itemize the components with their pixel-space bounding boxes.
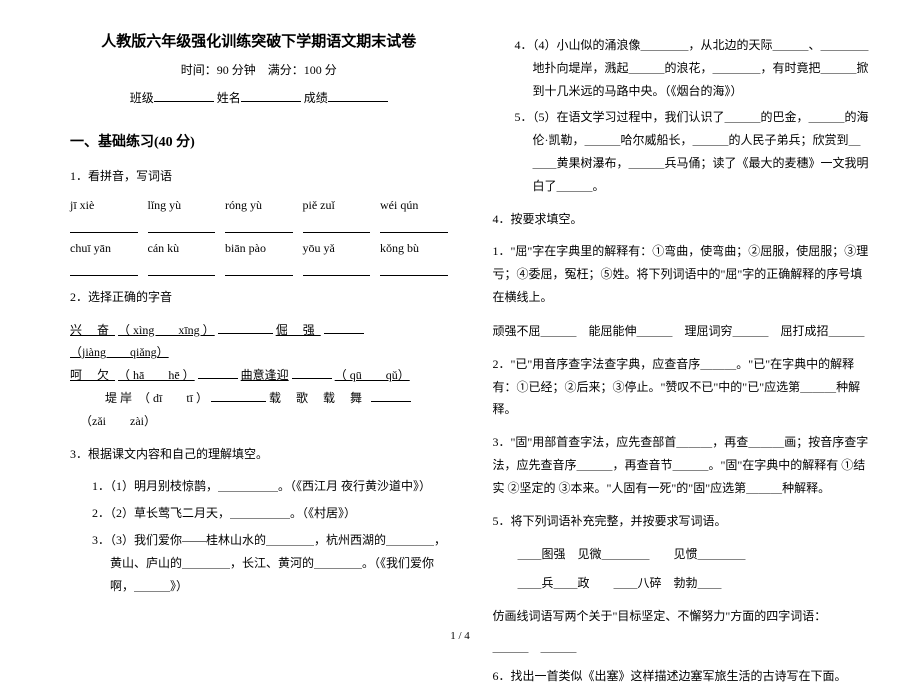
q5-row2: ＿＿兵＿＿政 ＿＿八碎 勃勃＿＿ xyxy=(493,571,871,595)
q5-text: 5．将下列词语补充完整，并按要求写词语。 xyxy=(493,510,871,533)
q3-content: （3）我们爱你——桂林山水的＿＿＿＿，杭州西湖的＿＿＿＿，黄山、庐山的＿＿＿＿，… xyxy=(110,533,446,593)
q4-1: 1．"屈"字在字典里的解释有：①弯曲，使弯曲；②屈服，使屈服；③理亏；④委屈，冤… xyxy=(493,240,871,308)
q2-word: 兴 奋 xyxy=(70,323,115,337)
q2-choices: （jiàng qiǎng） xyxy=(70,345,169,359)
q3-item-4: 4．（4）小山似的涌浪像＿＿＿＿，从北边的天际＿＿＿、＿＿＿＿地扑向堤岸，溅起＿… xyxy=(493,34,871,102)
left-column: 人教版六年级强化训练突破下学期语文期末试卷 时间：90 分钟 满分：100 分 … xyxy=(70,30,448,640)
name-label: 姓名 xyxy=(217,91,241,105)
q1-blank-row1 xyxy=(70,219,448,233)
q2-text: 2．选择正确的字音 xyxy=(70,286,448,309)
q5-row1: ＿＿图强 见微＿＿＿＿ 见惯＿＿＿＿ xyxy=(493,542,871,566)
section-1-heading: 一、基础练习(40 分) xyxy=(70,131,448,151)
class-label: 班级 xyxy=(130,91,154,105)
right-column: 4．（4）小山似的涌浪像＿＿＿＿，从北边的天际＿＿＿、＿＿＿＿地扑向堤岸，溅起＿… xyxy=(493,30,871,640)
q1-pinyin-row2: chuī yān cán kù biān pào yōu yǎ kǒng bù xyxy=(70,241,448,256)
pinyin-cell: wéi qún xyxy=(380,198,448,213)
exam-subtitle: 时间：90 分钟 满分：100 分 xyxy=(70,61,448,78)
q1-blank-row2 xyxy=(70,262,448,276)
pinyin-cell: kǒng bù xyxy=(380,241,448,256)
q2-choices: （ qū qǔ） xyxy=(335,368,410,382)
pinyin-cell: cán kù xyxy=(148,241,216,256)
q3-item-2: 2．（2）草长莺飞二月天，＿＿＿＿＿。（《村居》） xyxy=(70,502,448,525)
q2-choices: （ hā hē ） xyxy=(118,368,195,382)
q1-text: 1．看拼音，写词语 xyxy=(70,165,448,188)
q2-word: 堤 岸 （ dī tī ） xyxy=(105,391,208,405)
pinyin-cell: piě zuǐ xyxy=(303,198,371,213)
q2-line3: 呵 欠 （ hā hē ） 曲意逢迎 （ qū qǔ） xyxy=(70,364,448,387)
score-label: 成绩 xyxy=(304,91,328,105)
q3-item-1: 1．（1）明月别枝惊鹊，＿＿＿＿＿。（《西江月 夜行黄沙道中》） xyxy=(70,475,448,498)
q4-3: 3．"固"用部首查字法，应先查部首＿＿＿，再查＿＿＿画；按音序查字法，应先查音序… xyxy=(493,431,871,499)
q2-word: 倔 强 xyxy=(276,323,321,337)
exam-title: 人教版六年级强化训练突破下学期语文期末试卷 xyxy=(70,30,448,51)
q2-choices: （ xìng xīng ） xyxy=(118,323,215,337)
student-info-line: 班级 姓名 成绩 xyxy=(70,88,448,106)
q1-pinyin-row1: jī xiè lǐng yù róng yù piě zuǐ wéi qún xyxy=(70,198,448,213)
q3-content: （4）小山似的涌浪像＿＿＿＿，从北边的天际＿＿＿、＿＿＿＿地扑向堤岸，溅起＿＿＿… xyxy=(533,38,869,98)
q2-line5: （zǎi zài） xyxy=(70,410,448,433)
pinyin-cell: biān pào xyxy=(225,241,293,256)
pinyin-cell: chuī yān xyxy=(70,241,138,256)
q3-item-3: 3．（3）我们爱你——桂林山水的＿＿＿＿，杭州西湖的＿＿＿＿，黄山、庐山的＿＿＿… xyxy=(70,529,448,597)
q4-2: 2．"已"用音序查字法查字典，应查音序＿＿＿。"已"在字典中的解释有：①已经；②… xyxy=(493,353,871,421)
q2-line1: 兴 奋 （ xìng xīng ） 倔 强 xyxy=(70,319,448,342)
pinyin-cell: jī xiè xyxy=(70,198,138,213)
q3-content: （5）在语文学习过程中，我们认识了＿＿＿的巴金，＿＿＿的海伦·凯勒，＿＿＿哈尔威… xyxy=(533,110,869,192)
q2-choices: （zǎi zài） xyxy=(80,414,156,428)
q3-item-5: 5．（5）在语文学习过程中，我们认识了＿＿＿的巴金，＿＿＿的海伦·凯勒，＿＿＿哈… xyxy=(493,106,871,197)
q2-line2: （jiàng qiǎng） xyxy=(70,341,448,364)
q6-text: 6．找出一首类似《出塞》这样描述边塞军旅生活的古诗写在下面。 xyxy=(493,665,871,688)
q4-1-items: 顽强不屈＿＿＿ 能屈能伸＿＿＿ 理屈词穷＿＿＿ 屈打成招＿＿＿ xyxy=(493,319,871,343)
q2-line4: 堤 岸 （ dī tī ） 载 歌 载 舞 xyxy=(70,387,448,410)
q2-word: 曲意逢迎 xyxy=(241,368,289,382)
q3-content: （2）草长莺飞二月天，＿＿＿＿＿。（《村居》） xyxy=(110,506,356,520)
q3-content: （1）明月别枝惊鹊，＿＿＿＿＿。（《西江月 夜行黄沙道中》） xyxy=(110,479,431,493)
q3-text: 3．根据课文内容和自己的理解填空。 xyxy=(70,443,448,466)
q4-text: 4．按要求填空。 xyxy=(493,208,871,231)
q2-word: 载 歌 载 舞 xyxy=(269,391,368,405)
pinyin-cell: lǐng yù xyxy=(148,198,216,213)
q5-note: 仿画线词语写两个关于"目标坚定、不懈努力"方面的四字词语： xyxy=(493,605,871,628)
page-footer: 1 / 4 xyxy=(0,630,920,642)
pinyin-cell: róng yù xyxy=(225,198,293,213)
q2-word: 呵 欠 xyxy=(70,368,115,382)
pinyin-cell: yōu yǎ xyxy=(303,241,371,256)
